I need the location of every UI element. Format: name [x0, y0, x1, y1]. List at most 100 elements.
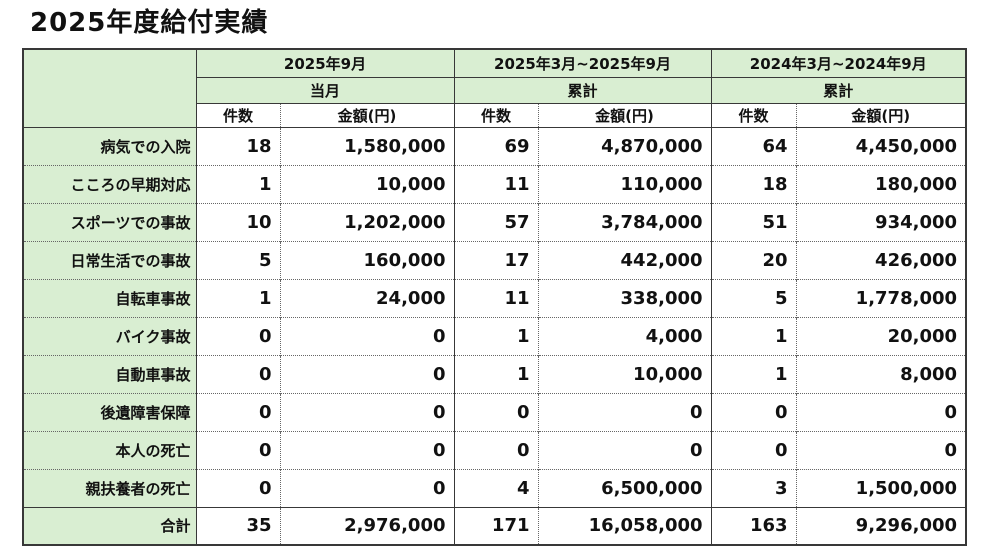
period-header-row: 2025年9月 2025年3月~2025年9月 2024年3月~2024年9月 — [22, 48, 967, 128]
count-cell: 0 — [710, 430, 797, 469]
amount-cell: 0 — [279, 468, 454, 507]
count-cell: 1 — [710, 354, 797, 393]
amount-cell: 10,000 — [279, 164, 454, 203]
amount-cell: 0 — [537, 392, 712, 431]
count-cell: 11 — [453, 164, 538, 203]
amount-cell: 10,000 — [537, 354, 712, 393]
row-label: 自動車事故 — [23, 354, 197, 393]
count-cell: 0 — [453, 430, 538, 469]
amount-cell: 2,976,000 — [279, 506, 454, 545]
count-cell: 1 — [195, 164, 280, 203]
table-row: 日常生活での事故 5 160,000 17 442,000 20 426,000 — [23, 240, 967, 279]
amount-cell: 0 — [795, 430, 967, 469]
count-cell: 1 — [453, 316, 538, 355]
count-cell: 5 — [195, 240, 280, 279]
count-cell: 3 — [710, 468, 797, 507]
amount-cell: 180,000 — [795, 164, 967, 203]
count-cell: 11 — [453, 278, 538, 317]
corner-cell — [22, 48, 197, 128]
row-label: 本人の死亡 — [23, 430, 197, 469]
count-cell: 17 — [453, 240, 538, 279]
page-title: 2025年度給付実績 — [30, 8, 269, 38]
count-header: 件数 — [710, 102, 797, 128]
count-cell: 69 — [453, 126, 538, 165]
row-label: 自転車事故 — [23, 278, 197, 317]
count-cell: 0 — [195, 430, 280, 469]
table-body: 病気での入院 18 1,580,000 69 4,870,000 64 4,450,000 こ… — [23, 126, 967, 545]
count-cell: 18 — [710, 164, 797, 203]
amount-cell: 4,000 — [537, 316, 712, 355]
amount-cell: 4,870,000 — [537, 126, 712, 165]
count-cell: 171 — [453, 506, 538, 545]
count-cell: 0 — [195, 392, 280, 431]
count-cell: 18 — [195, 126, 280, 165]
amount-cell: 3,784,000 — [537, 202, 712, 241]
amount-cell: 1,580,000 — [279, 126, 454, 165]
table-row: 親扶養者の死亡 0 0 4 6,500,000 3 1,500,000 — [23, 468, 967, 507]
count-cell: 0 — [195, 468, 280, 507]
count-header: 件数 — [453, 102, 538, 128]
count-cell: 0 — [710, 392, 797, 431]
row-label: スポーツでの事故 — [23, 202, 197, 241]
amount-cell: 0 — [279, 354, 454, 393]
row-label: 親扶養者の死亡 — [23, 468, 197, 507]
amount-cell: 6,500,000 — [537, 468, 712, 507]
count-cell: 20 — [710, 240, 797, 279]
table-row: 病気での入院 18 1,580,000 69 4,870,000 64 4,450,000 — [23, 126, 967, 165]
amount-cell: 1,202,000 — [279, 202, 454, 241]
table-row: スポーツでの事故 10 1,202,000 57 3,784,000 51 934,000 — [23, 202, 967, 241]
period-header-2024-cumulative: 2024年3月~2024年9月 — [710, 48, 967, 78]
amount-cell: 160,000 — [279, 240, 454, 279]
row-label: バイク事故 — [23, 316, 197, 355]
amount-cell: 0 — [537, 430, 712, 469]
amount-cell: 0 — [279, 316, 454, 355]
amount-cell: 20,000 — [795, 316, 967, 355]
count-cell: 0 — [453, 392, 538, 431]
scope-header-2024-cumulative: 累計 — [710, 76, 967, 104]
amount-cell: 442,000 — [537, 240, 712, 279]
table-row: こころの早期対応 1 10,000 11 110,000 18 180,000 — [23, 164, 967, 203]
total-row: 合計 35 2,976,000 171 16,058,000 163 9,296,000 — [23, 506, 967, 545]
table-row: 自転車事故 1 24,000 11 338,000 5 1,778,000 — [23, 278, 967, 317]
row-label: こころの早期対応 — [23, 164, 197, 203]
amount-cell: 426,000 — [795, 240, 967, 279]
table-row: 自動車事故 0 0 1 10,000 1 8,000 — [23, 354, 967, 393]
scope-header-current-month: 当月 — [195, 76, 455, 104]
sub-header-row: 件数 金額(円) 件数 金額(円) 件数 金額(円) — [23, 102, 967, 128]
amount-cell: 9,296,000 — [795, 506, 967, 545]
period-header-current-month: 2025年9月 — [195, 48, 455, 78]
count-cell: 10 — [195, 202, 280, 241]
table-row: バイク事故 0 0 1 4,000 1 20,000 — [23, 316, 967, 355]
period-header-2025-cumulative: 2025年3月~2025年9月 — [453, 48, 712, 78]
amount-cell: 24,000 — [279, 278, 454, 317]
amount-cell: 338,000 — [537, 278, 712, 317]
count-cell: 0 — [195, 316, 280, 355]
amount-cell: 0 — [795, 392, 967, 431]
amount-cell: 934,000 — [795, 202, 967, 241]
count-cell: 163 — [710, 506, 797, 545]
count-cell: 35 — [195, 506, 280, 545]
table-row: 本人の死亡 0 0 0 0 0 0 — [23, 430, 967, 469]
amount-cell: 1,778,000 — [795, 278, 967, 317]
scope-header-row: 当月 累計 累計 — [23, 76, 967, 104]
count-cell: 1 — [453, 354, 538, 393]
count-cell: 57 — [453, 202, 538, 241]
table-header: 2025年9月 2025年3月~2025年9月 2024年3月~2024年9月 … — [22, 48, 967, 128]
amount-cell: 4,450,000 — [795, 126, 967, 165]
total-label: 合計 — [23, 506, 197, 545]
count-cell: 0 — [195, 354, 280, 393]
amount-cell: 0 — [279, 392, 454, 431]
amount-header: 金額(円) — [279, 102, 454, 128]
amount-cell: 16,058,000 — [537, 506, 712, 545]
row-label: 日常生活での事故 — [23, 240, 197, 279]
amount-header: 金額(円) — [795, 102, 967, 128]
amount-cell: 110,000 — [537, 164, 712, 203]
table-row: 後遺障害保障 0 0 0 0 0 0 — [23, 392, 967, 431]
count-cell: 5 — [710, 278, 797, 317]
amount-header: 金額(円) — [537, 102, 712, 128]
count-cell: 51 — [710, 202, 797, 241]
benefits-table: 2025年9月 2025年3月~2025年9月 2024年3月~2024年9月 … — [22, 48, 968, 546]
count-cell: 4 — [453, 468, 538, 507]
amount-cell: 1,500,000 — [795, 468, 967, 507]
